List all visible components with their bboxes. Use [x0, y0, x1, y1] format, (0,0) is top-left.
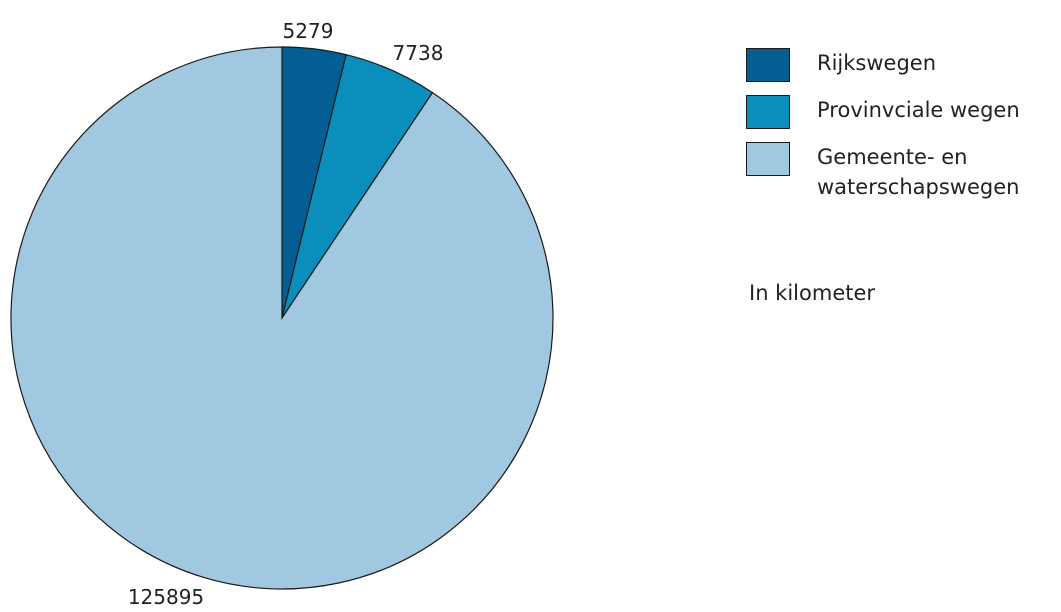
legend: Rijkswegen Provinvciale wegen Gemeente- …: [746, 48, 1058, 215]
pie-data-label: 7738: [393, 41, 444, 65]
pie-data-labels: 5279 7738 125895: [128, 19, 444, 609]
pie-slice-gemeente-en-waterschapswegen: [10, 46, 554, 590]
legend-swatch-rijkswegen: [746, 48, 790, 82]
pie-slices: [10, 46, 554, 590]
legend-label-provinciale-wegen: Provinvciale wegen: [817, 98, 1020, 122]
legend-item-provinciale-wegen: Provinvciale wegen: [746, 95, 1058, 129]
legend-swatch-provinciale-wegen: [746, 95, 790, 129]
legend-item-rijkswegen: Rijkswegen: [746, 48, 1058, 82]
pie-data-label: 5279: [283, 19, 334, 43]
legend-item-gemeente-waterschapswegen: Gemeente- en waterschapswegen: [746, 142, 1058, 202]
unit-note: In kilometer: [749, 281, 876, 305]
legend-label-rijkswegen: Rijkswegen: [817, 51, 937, 75]
legend-label-gemeente-waterschapswegen: Gemeente- en waterschapswegen: [817, 145, 1020, 199]
legend-swatch-gemeente-waterschapswegen: [746, 142, 790, 176]
pie-data-label: 125895: [128, 585, 204, 609]
